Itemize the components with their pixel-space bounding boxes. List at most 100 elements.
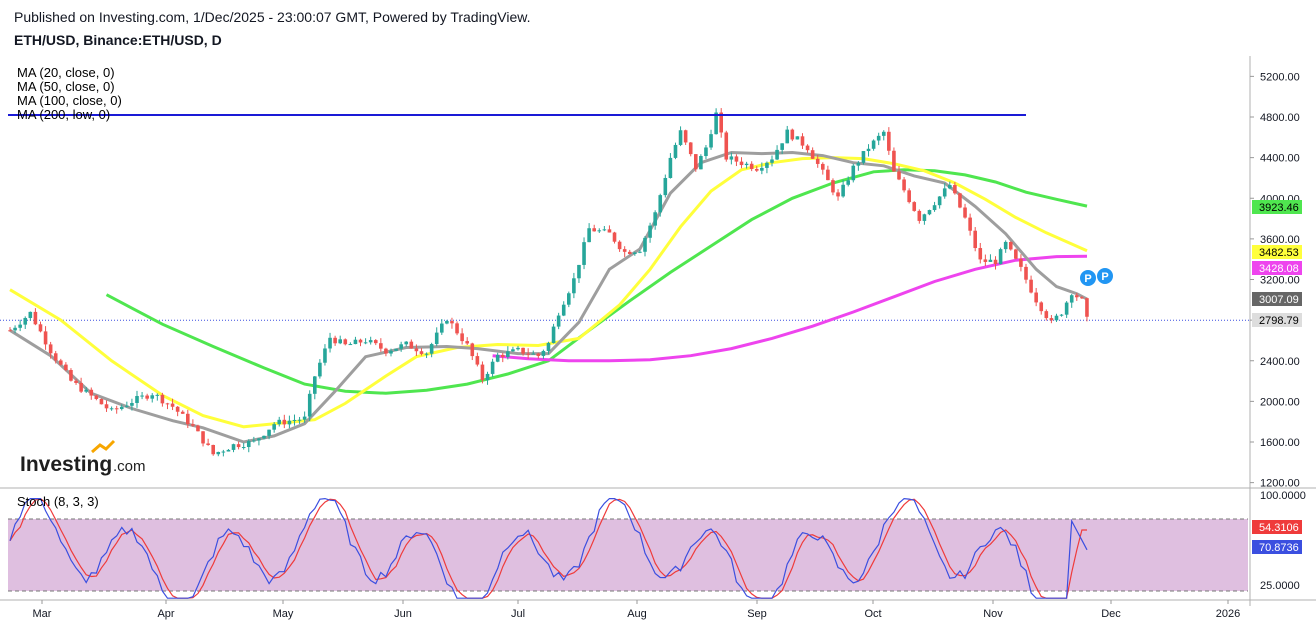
- candle-body: [942, 188, 947, 197]
- time-tick-label: Sep: [747, 608, 767, 620]
- candle-body: [511, 349, 515, 352]
- candle-body: [196, 425, 200, 432]
- candle-body: [1085, 298, 1089, 317]
- candle-body: [932, 205, 937, 211]
- candle-body: [216, 451, 221, 455]
- candle-body: [907, 190, 911, 203]
- candle-body: [871, 140, 876, 149]
- stoch-axis: 100.0000 25.0000: [1260, 490, 1306, 592]
- candle-body: [770, 159, 774, 163]
- logo-main: Investing: [20, 453, 112, 476]
- candle-body: [780, 143, 784, 150]
- candle-body: [404, 341, 409, 345]
- candle-body: [846, 180, 850, 185]
- candle-body: [1080, 297, 1084, 299]
- candle-body: [1024, 266, 1028, 280]
- candle-body: [297, 419, 302, 421]
- candle-body: [892, 150, 896, 172]
- candle-body: [866, 148, 871, 152]
- candle-body: [1054, 315, 1059, 321]
- candle-body: [74, 380, 78, 383]
- candle-body: [617, 241, 622, 250]
- candle-body: [744, 163, 749, 166]
- candle-body: [881, 131, 886, 136]
- price-tick-label: 5200.00: [1260, 71, 1300, 83]
- candle-body: [246, 441, 251, 448]
- candle-body: [23, 317, 28, 325]
- candle-body: [114, 408, 119, 410]
- candle-body: [683, 130, 688, 143]
- candle-body: [186, 413, 190, 425]
- svg-text:70.8736: 70.8736: [1259, 542, 1299, 554]
- candle-body: [602, 229, 607, 231]
- candle-body: [130, 403, 134, 406]
- time-tick-label: May: [273, 608, 294, 620]
- candle-body: [434, 332, 439, 345]
- candle-body: [648, 225, 652, 238]
- candle-body: [633, 252, 637, 254]
- candle-body: [414, 348, 419, 352]
- candle-body: [119, 406, 124, 410]
- candle-body: [785, 129, 790, 144]
- badge-price: 2798.79: [1252, 313, 1302, 327]
- candle-body: [99, 399, 104, 405]
- badge-ma50: 3482.53: [1252, 245, 1302, 259]
- time-tick-label: Oct: [864, 608, 881, 620]
- candle-body: [887, 131, 891, 151]
- badge-ma200: 3428.08: [1252, 261, 1302, 275]
- candle-body: [551, 326, 556, 343]
- logo-suffix: .com: [113, 458, 146, 475]
- candle-body: [125, 405, 129, 407]
- candle-body: [663, 177, 668, 196]
- candle-body: [282, 419, 287, 425]
- candle-body: [475, 356, 480, 365]
- candle-body: [724, 132, 729, 160]
- candle-body: [165, 403, 170, 405]
- candle-body: [409, 341, 414, 349]
- time-tick-label: Dec: [1101, 608, 1121, 620]
- candle-body: [175, 406, 180, 412]
- stoch-tick-label: 25.0000: [1260, 580, 1300, 592]
- candle-body: [206, 443, 210, 445]
- candle-body: [38, 324, 43, 332]
- candle-body: [490, 361, 495, 374]
- candle-body: [688, 142, 693, 155]
- candle-body: [348, 344, 353, 346]
- candle-body: [1019, 258, 1023, 267]
- legend-ma200: MA (200, low, 0): [17, 107, 110, 122]
- candle-body: [978, 248, 983, 260]
- candle-body: [627, 251, 632, 254]
- svg-text:3923.46: 3923.46: [1259, 202, 1299, 214]
- candle-body: [1039, 302, 1044, 312]
- candle-body: [69, 369, 73, 381]
- candle-body: [338, 339, 342, 344]
- candle-body: [917, 210, 922, 221]
- candle-body: [836, 192, 840, 197]
- candle-body: [160, 394, 165, 404]
- candle-body: [561, 304, 566, 316]
- candle-body: [323, 348, 327, 363]
- time-tick-label: Nov: [983, 608, 1003, 620]
- candle-body: [191, 424, 195, 426]
- candle-body: [384, 348, 388, 354]
- candle-body: [480, 364, 485, 381]
- candle-body: [607, 229, 612, 233]
- time-tick-label: 2026: [1216, 608, 1240, 620]
- stoch-band: [8, 519, 1248, 591]
- candle-body: [912, 202, 917, 211]
- candle-body: [465, 341, 469, 344]
- marker-p-1[interactable]: P: [1080, 270, 1096, 286]
- candle-body: [536, 353, 541, 356]
- candle-body: [318, 362, 322, 377]
- candle-body: [33, 311, 38, 325]
- candle-body: [1044, 311, 1049, 319]
- candle-body: [399, 344, 403, 349]
- candle-body: [59, 360, 63, 365]
- marker-p-2[interactable]: P: [1097, 268, 1113, 284]
- candle-body: [211, 444, 215, 455]
- candle-body: [587, 228, 591, 243]
- candle-body: [307, 393, 312, 417]
- candle-body: [460, 333, 464, 342]
- candle-body: [506, 351, 510, 357]
